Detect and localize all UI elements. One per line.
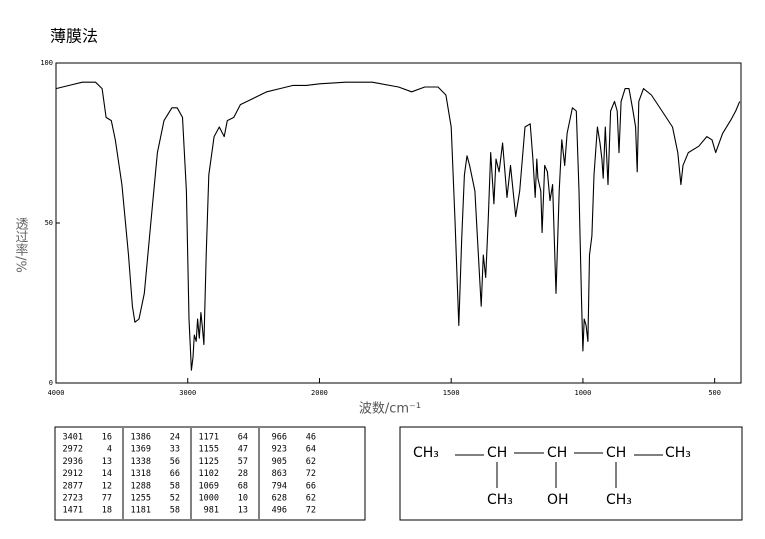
table-cell: 1369 (131, 445, 151, 455)
table-cell: 1069 (199, 481, 219, 491)
table-cell: 13 (238, 506, 248, 516)
table-cell: 58 (170, 481, 180, 491)
x-tick-label: 1000 (574, 389, 591, 397)
table-cell: 77 (102, 494, 112, 504)
table-cell: 66 (170, 469, 180, 479)
x-tick-label: 2000 (311, 389, 328, 397)
spectrum-line (55, 81, 741, 371)
table-cell: 1318 (131, 469, 151, 479)
x-axis-label: 波数/cm⁻¹ (359, 402, 421, 417)
table-cell: 1255 (131, 494, 151, 504)
table-cell: 1000 (199, 494, 219, 504)
structure-frame (399, 426, 743, 521)
table-cell: 64 (306, 445, 316, 455)
y-tick-label: 0 (49, 379, 53, 387)
table-cell: 72 (306, 506, 316, 516)
x-tick-label: 1500 (443, 389, 460, 397)
table-cell: 2972 (63, 445, 83, 455)
table-cell: 2877 (63, 481, 83, 491)
structure-group: CH₃ (413, 445, 439, 461)
structure-group: CH (606, 445, 626, 461)
table-cell: 794 (272, 481, 287, 491)
y-axis-label: 透过率/% (13, 217, 29, 273)
table-cell: 1471 (63, 506, 83, 516)
table-cell: 62 (306, 494, 316, 504)
structure-bonds (455, 452, 663, 488)
table-cell: 628 (272, 494, 287, 504)
x-tick-label: 4000 (48, 389, 65, 397)
table-cell: 47 (238, 445, 248, 455)
table-cell: 13 (102, 457, 112, 467)
table-frame (54, 426, 366, 521)
table-cell: 1181 (131, 506, 151, 516)
table-cell: 16 (102, 433, 112, 443)
y-tick-label: 100 (40, 59, 53, 67)
table-cell: 981 (204, 506, 219, 516)
table-cell: 4 (107, 445, 112, 455)
table-cell: 1102 (199, 469, 219, 479)
table-cell: 58 (170, 506, 180, 516)
structure-group: CH (547, 445, 567, 461)
table-cell: 1155 (199, 445, 219, 455)
structure-group: CH (487, 445, 507, 461)
table-cell: 2936 (63, 457, 83, 467)
structure-group: CH₃ (487, 492, 513, 508)
table-cell: 1386 (131, 433, 151, 443)
table-cell: 62 (306, 457, 316, 467)
table-cell: 56 (170, 457, 180, 467)
table-cell: 24 (170, 433, 180, 443)
table-cell: 1288 (131, 481, 151, 491)
chart-title: 薄膜法 (50, 27, 98, 46)
table-cell: 1125 (199, 457, 219, 467)
structure-group: CH₃ (606, 492, 632, 508)
table-cell: 2723 (63, 494, 83, 504)
table-cell: 10 (238, 494, 248, 504)
table-cell: 12 (102, 481, 112, 491)
table-cell: 72 (306, 469, 316, 479)
table-cell: 46 (306, 433, 316, 443)
table-cell: 1338 (131, 457, 151, 467)
structure-group: OH (547, 492, 569, 508)
table-cell: 2912 (63, 469, 83, 479)
table-cell: 68 (238, 481, 248, 491)
table-cell: 966 (272, 433, 287, 443)
y-tick-label: 50 (45, 219, 53, 227)
table-cell: 496 (272, 506, 287, 516)
table-cell: 52 (170, 494, 180, 504)
structure-group: CH₃ (665, 445, 691, 461)
table-cell: 66 (306, 481, 316, 491)
table-cell: 863 (272, 469, 287, 479)
table-cell: 18 (102, 506, 112, 516)
table-cell: 3401 (63, 433, 83, 443)
x-tick-label: 3000 (179, 389, 196, 397)
table-cell: 28 (238, 469, 248, 479)
table-cell: 14 (102, 469, 112, 479)
table-cell: 33 (170, 445, 180, 455)
x-tick-label: 500 (708, 389, 721, 397)
table-cell: 57 (238, 457, 248, 467)
table-cell: 64 (238, 433, 248, 443)
table-cell: 923 (272, 445, 287, 455)
table-cell: 1171 (199, 433, 219, 443)
table-cell: 905 (272, 457, 287, 467)
